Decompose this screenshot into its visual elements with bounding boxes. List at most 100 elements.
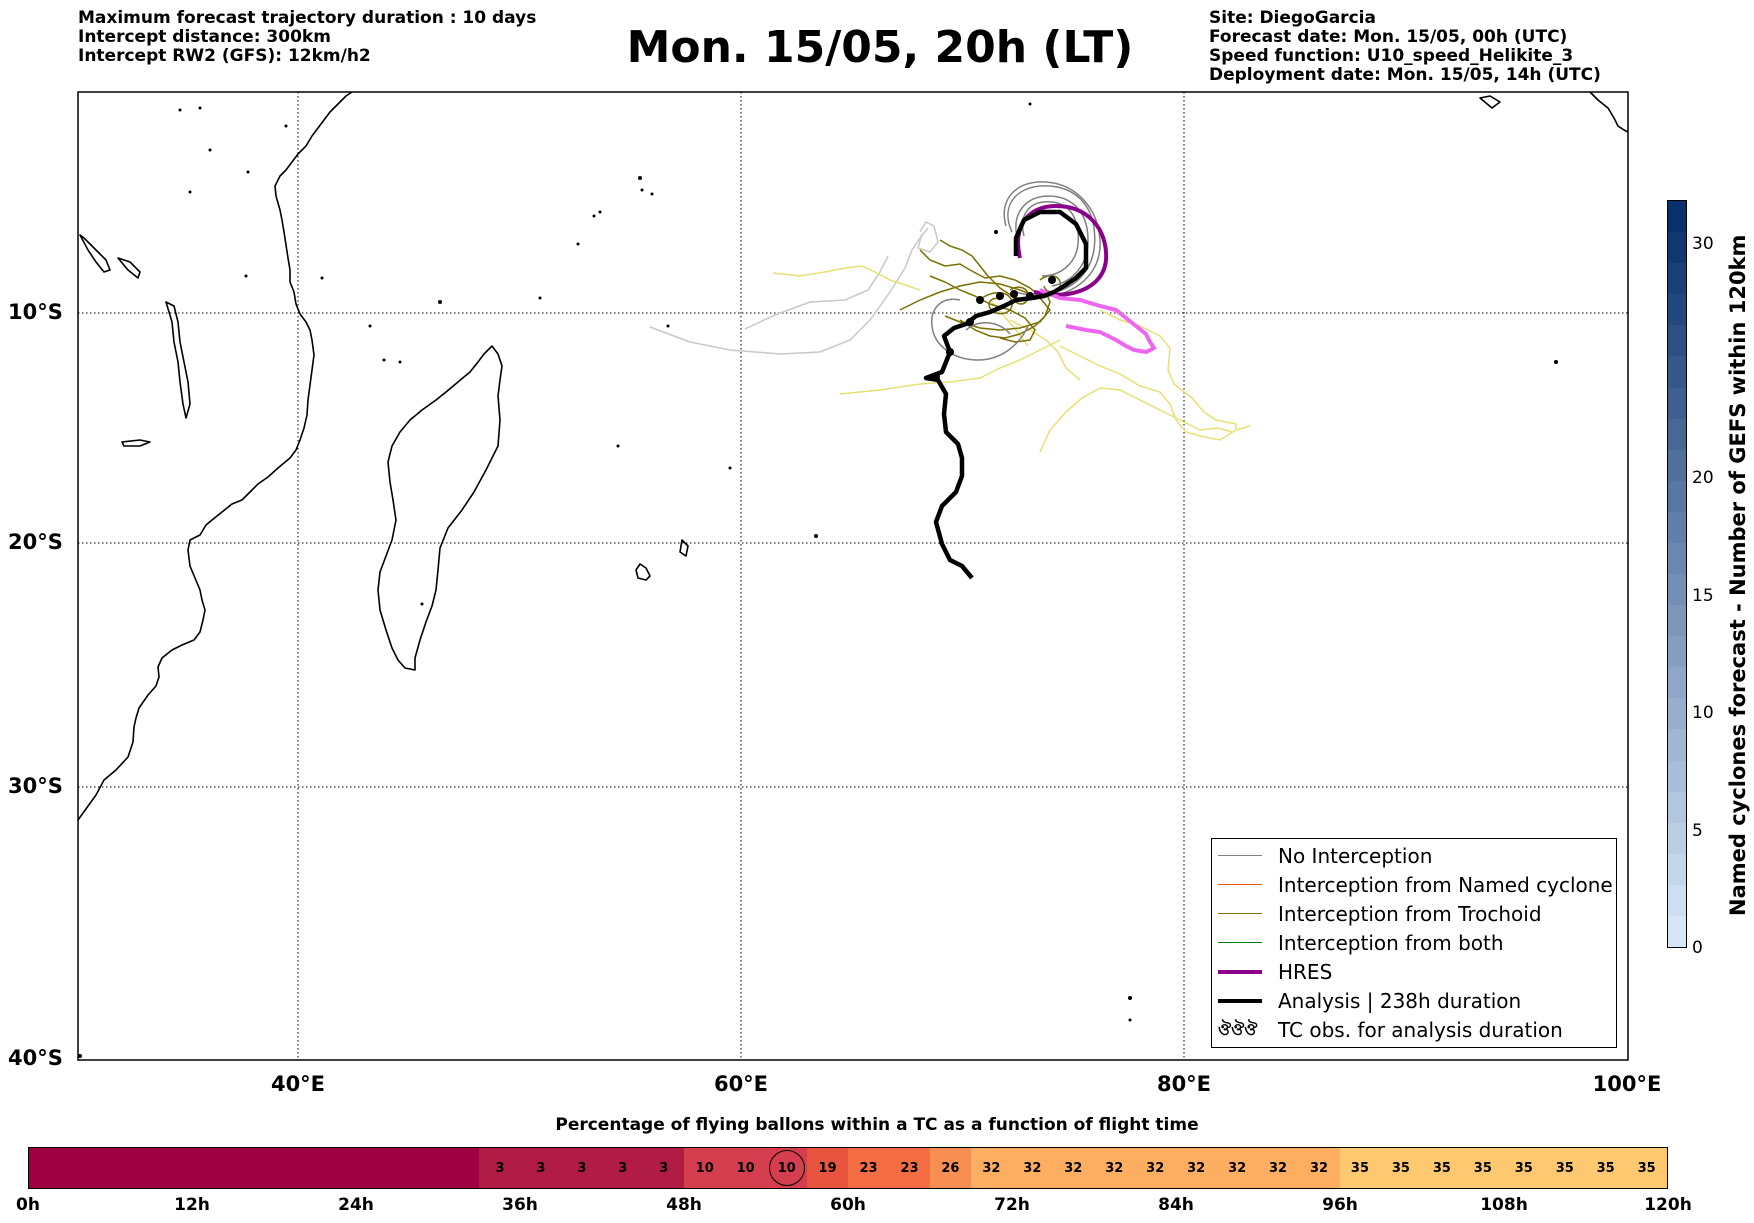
pct-bar: 3 3 3 3 3 10 10 10 19 23 23 26 32 32 32 32 32 32 32 32 32 35 3… [28,1147,1668,1189]
colorbar-tick: 0 [1692,938,1703,958]
pct-segment [151,1148,193,1188]
pct-segment: 35 [1462,1148,1504,1188]
pct-panel-title: Percentage of flying ballons within a TC… [555,1115,1199,1135]
legend-swatch [1218,930,1262,956]
header-left-line: Maximum forecast trajectory duration : 1… [78,8,537,28]
colorbar-band [1668,418,1686,450]
pct-segment: 3 [643,1148,685,1188]
pct-segment: 26 [929,1148,971,1188]
header-right-line: Forecast date: Mon. 15/05, 00h (UTC) [1209,27,1568,47]
colorbar-band [1668,915,1686,947]
legend-item-analysis: Analysis | 238h duration [1218,988,1521,1014]
pct-segment: 32 [970,1148,1012,1188]
pct-segment [192,1148,234,1188]
colorbar-band [1668,511,1686,543]
pct-segment [356,1148,398,1188]
pct-segment: 32 [1257,1148,1299,1188]
pct-segment [29,1148,70,1188]
pct-segment-value: 32 [1309,1160,1329,1176]
pct-time-label: 0h [16,1195,40,1215]
colorbar-band [1668,542,1686,574]
pct-segment-value: 35 [1514,1160,1533,1176]
colorbar-band [1668,884,1686,916]
pct-segment-value: 35 [1473,1160,1492,1176]
pct-segment [315,1148,357,1188]
legend-swatch [1218,988,1262,1014]
colorbar-band [1668,480,1686,512]
pct-time-label: 108h [1480,1195,1528,1215]
pct-segment-value: 32 [1146,1160,1165,1176]
colorbar-band [1668,667,1686,699]
legend-swatch [1218,901,1262,927]
pct-segment [274,1148,316,1188]
pct-segment-value: 32 [1187,1160,1206,1176]
header-left: Maximum forecast trajectory duration : 1… [78,9,536,66]
pct-segment: 35 [1339,1148,1381,1188]
legend-label: No Interception [1278,844,1433,868]
pct-segment: 35 [1585,1148,1627,1188]
header-right: Site: DiegoGarcia Forecast date: Mon. 15… [1209,9,1601,85]
pct-segment: 35 [1544,1148,1586,1188]
colorbar-band [1668,822,1686,854]
colorbar-band [1668,294,1686,326]
pct-segment: 19 [807,1148,849,1188]
pct-time-label: 48h [666,1195,702,1215]
legend-label: Analysis | 238h duration [1278,989,1522,1013]
colorbar-tick: 5 [1692,821,1703,841]
colorbar-tick: 10 [1692,703,1714,723]
current-time-marker [768,1150,805,1186]
pct-segment-value: 10 [736,1160,755,1176]
pct-segment-value: 32 [1269,1160,1288,1176]
header-right-line: Site: DiegoGarcia [1209,8,1376,28]
pct-segment: 32 [1052,1148,1094,1188]
pct-segment: 10 [766,1148,808,1188]
legend-swatch [1218,872,1262,898]
legend-label: Interception from Named cyclone [1278,873,1613,897]
colorbar-band [1668,698,1686,730]
lat-label: 30°S [8,774,63,798]
pct-segment-value: 32 [1105,1160,1124,1176]
colorbar-band [1668,853,1686,885]
pct-segment-value: 35 [1350,1160,1370,1176]
legend-label: HRES [1278,960,1333,984]
pct-segment: 32 [1011,1148,1053,1188]
pct-time-label: 96h [1322,1195,1358,1215]
colorbar-band [1668,387,1686,419]
pct-segment-value: 19 [818,1160,837,1176]
colorbar-band [1668,263,1686,295]
pct-segment [69,1148,111,1188]
legend-swatch [1218,959,1262,985]
pct-segment: 32 [1216,1148,1258,1188]
pct-segment: 3 [520,1148,562,1188]
pct-segment-value: 3 [659,1160,669,1176]
colorbar [1667,200,1687,948]
pct-segment-value: 35 [1555,1160,1574,1176]
colorbar-band [1668,574,1686,606]
pct-segment-value: 23 [859,1160,878,1176]
lat-label: 40°S [8,1046,63,1070]
lon-label: 100°E [1592,1072,1662,1096]
colorbar-tick: 30 [1692,234,1714,254]
pct-segment-value: 23 [900,1160,919,1176]
pct-time-label: 12h [174,1195,210,1215]
pct-segment-value: 32 [1064,1160,1083,1176]
trajectory-analysis [923,209,1089,580]
cyclone-symbol-icon: ঔঔঔ [1218,1020,1258,1039]
pct-segment: 35 [1626,1148,1667,1188]
colorbar-band [1668,232,1686,264]
pct-segment-value: 35 [1596,1160,1615,1176]
gridlines [78,92,1628,1060]
colorbar-band [1668,791,1686,823]
legend-item-hres: HRES [1218,959,1332,985]
small-islands [78,102,1558,1058]
pct-segment [233,1148,275,1188]
colorbar-band [1668,449,1686,481]
colorbar-tick: 15 [1692,586,1714,606]
pct-time-label: 24h [338,1195,374,1215]
pct-segment [110,1148,152,1188]
colorbar-band [1668,605,1686,637]
trajectory-hres [1016,203,1157,355]
pct-segment-value: 32 [1023,1160,1042,1176]
pct-time-label: 84h [1158,1195,1194,1215]
pct-segment: 3 [602,1148,644,1188]
